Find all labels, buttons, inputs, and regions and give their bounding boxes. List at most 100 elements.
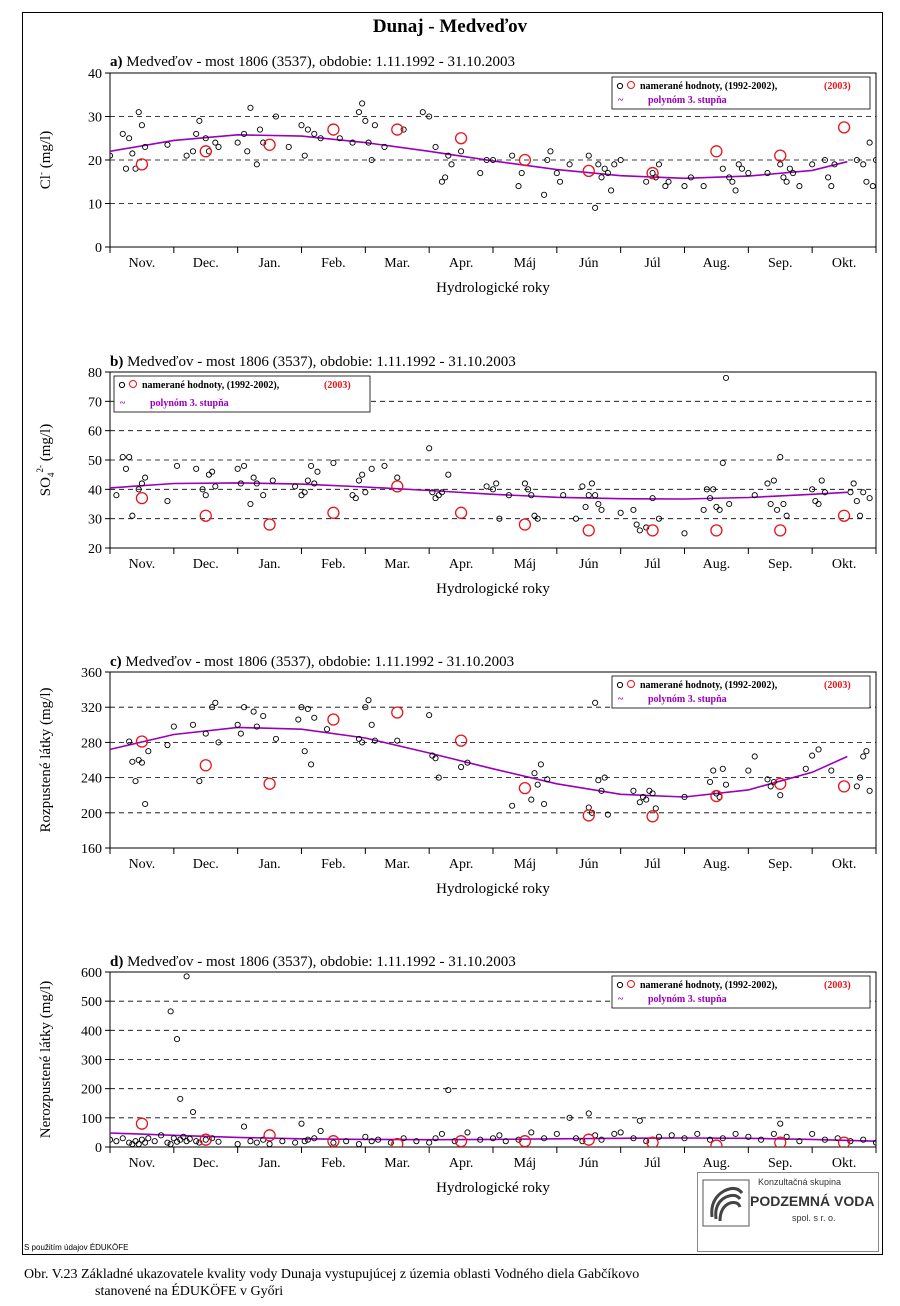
measured-point: [735, 161, 742, 168]
measured-point: [196, 778, 203, 785]
measured-point: [601, 165, 608, 172]
measured-point: [435, 492, 442, 499]
measured-point: [544, 156, 551, 164]
measured-point: [240, 1123, 248, 1130]
measured-point: [132, 1138, 139, 1145]
measured-point: [142, 1139, 149, 1146]
x-tick-label: Júl: [644, 1156, 660, 1171]
x-tick-label: Máj: [514, 557, 537, 572]
measured-point: [445, 1087, 452, 1094]
measured-point: [426, 1139, 433, 1146]
point-2003: [454, 734, 468, 747]
measured-point: [537, 761, 544, 768]
plot-marks: [110, 100, 876, 211]
measured-point: [247, 500, 254, 508]
measured-point: [253, 1139, 260, 1146]
y-tick-label: 280: [81, 736, 102, 751]
measured-point: [595, 777, 602, 784]
measured-point: [809, 161, 816, 168]
measured-point: [483, 156, 490, 164]
measured-point: [381, 462, 388, 469]
measured-point: [716, 506, 723, 513]
measured-point: [643, 796, 650, 803]
measured-point: [483, 483, 490, 490]
measured-point: [789, 169, 797, 177]
measured-point: [796, 183, 803, 190]
measured-point: [528, 492, 535, 499]
measured-point: [129, 150, 136, 157]
measured-point: [694, 1130, 701, 1137]
y-tick-label: 40: [88, 67, 102, 82]
measured-point: [534, 515, 541, 522]
measured-point: [145, 748, 152, 755]
measured-point: [706, 1136, 714, 1143]
point-2003: [518, 782, 532, 795]
measured-point: [719, 459, 726, 466]
measured-point: [681, 183, 688, 190]
measured-point: [193, 465, 200, 472]
measured-point: [260, 492, 267, 499]
measured-point: [556, 178, 564, 185]
chart-panel-d: 0 100 200 300 400 500 600 Nov. Dec. Jan. Feb. Mar. A…: [38, 954, 877, 1196]
legend-2003-symbol: [627, 680, 635, 688]
measured-point: [489, 486, 497, 493]
measured-point: [349, 139, 356, 146]
x-tick-label: Jún: [579, 256, 598, 271]
measured-point: [298, 1120, 305, 1127]
measured-point: [212, 139, 219, 146]
measured-point: [199, 486, 206, 493]
y-tick-label: 50: [88, 454, 102, 469]
measured-point: [566, 161, 573, 168]
measured-point: [126, 1139, 133, 1146]
measured-point: [560, 492, 567, 499]
measured-point: [595, 500, 602, 508]
point-2003: [135, 1117, 149, 1130]
measured-point: [438, 1130, 445, 1137]
point-2003: [646, 524, 659, 537]
measured-point: [365, 697, 372, 704]
measured-point: [770, 477, 777, 484]
x-tick-label: Máj: [514, 857, 537, 872]
measured-point: [592, 204, 599, 211]
measured-point: [304, 1136, 311, 1143]
x-tick-label: Jún: [579, 557, 598, 572]
measured-point: [400, 1135, 407, 1142]
measured-point: [601, 774, 608, 781]
measured-point: [652, 805, 659, 812]
measured-point: [722, 374, 730, 381]
measured-point: [234, 465, 241, 472]
measured-point: [304, 477, 311, 484]
measured-point: [598, 787, 605, 794]
measured-point: [860, 489, 867, 496]
x-tick-label: Nov.: [129, 256, 156, 271]
point-2003: [135, 491, 149, 505]
measured-point: [212, 483, 219, 490]
measured-point: [783, 1133, 790, 1140]
legend-measured-symbol: [616, 981, 624, 989]
legend-box: [611, 76, 871, 110]
measured-point: [135, 109, 142, 116]
x-tick-label: Júl: [644, 256, 660, 271]
x-tick-label: Feb.: [321, 857, 346, 872]
measured-point: [234, 139, 241, 146]
logo-sub-text: spol. s r. o.: [792, 1213, 836, 1223]
measured-point: [525, 486, 532, 493]
measured-point: [809, 752, 816, 759]
measured-point: [237, 730, 244, 737]
measured-point: [853, 498, 860, 505]
measured-point: [311, 714, 318, 721]
logo-name: PODZEMNÁ VODA: [750, 1193, 875, 1209]
measured-point: [349, 492, 356, 499]
measured-point: [355, 735, 363, 742]
measured-point: [237, 480, 244, 487]
logo-mark-icon: [702, 1179, 750, 1227]
y-axis-title: Rozpustené látky (mg/l): [38, 688, 54, 833]
legend-measured-symbol: [616, 82, 624, 90]
measured-point: [528, 796, 535, 803]
x-axis-title: Hydrologické roky: [436, 581, 550, 597]
x-tick-label: Jún: [579, 1156, 598, 1171]
legend-2003-label: (2003): [824, 81, 851, 92]
measured-point: [432, 495, 439, 502]
x-tick-label: Jan.: [258, 857, 280, 872]
measured-point: [655, 515, 663, 522]
